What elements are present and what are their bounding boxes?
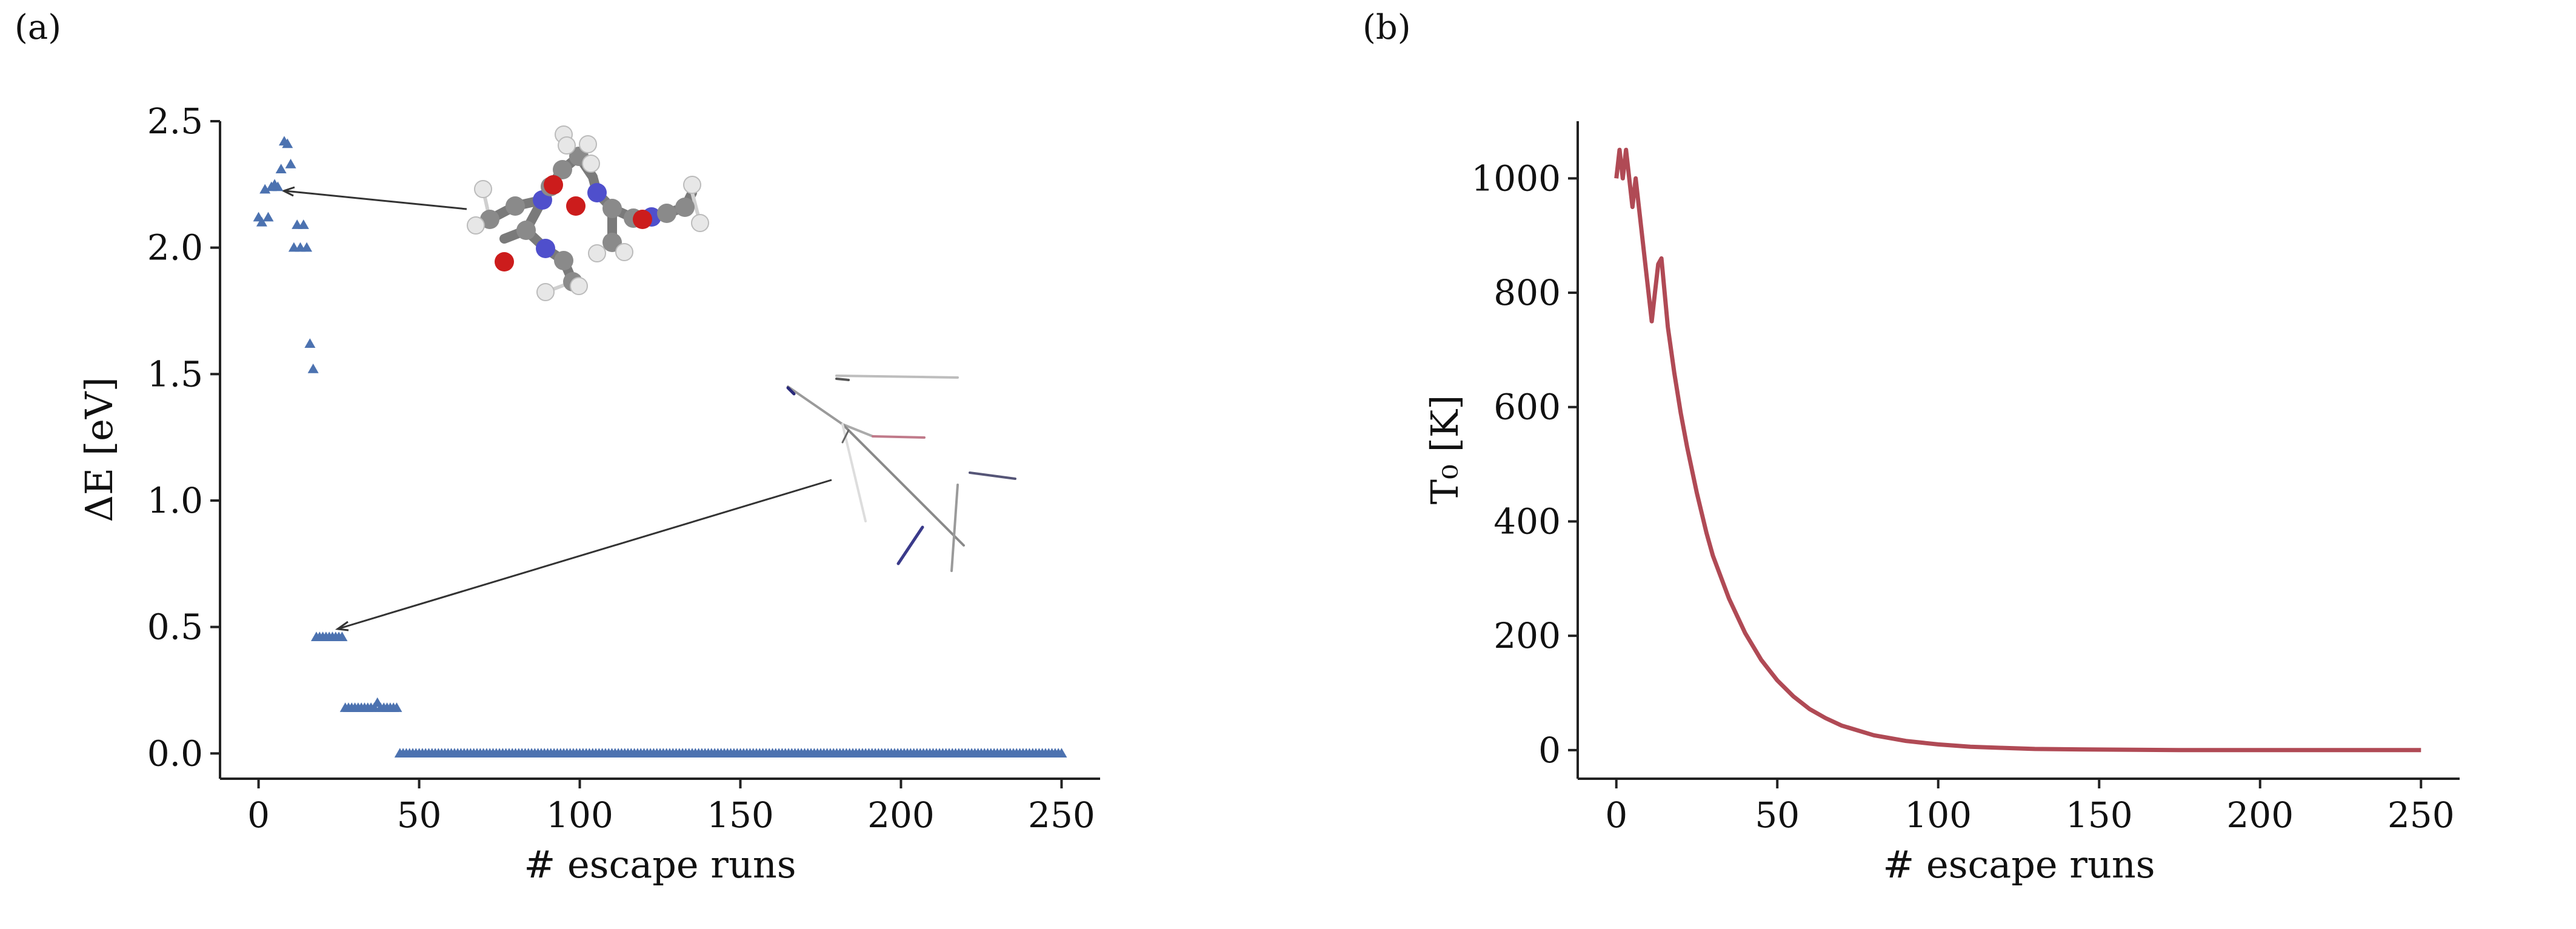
b-x-tick-label: 200: [2226, 794, 2294, 836]
panel-b-plot: 0 50 100 150 200 250 0 200 400 600 800 1000 # esca…: [1423, 121, 2460, 887]
a-x-tick-label: 0: [247, 794, 270, 836]
a-x-tick-label: 100: [546, 794, 613, 836]
a-y-axis-label: ΔE [eV]: [77, 377, 121, 522]
a-y-tick-label: 1.5: [147, 353, 203, 395]
a-y-tick-label: 1.0: [147, 480, 203, 521]
a-data-points: [253, 136, 1067, 758]
a-y-tick-label: 0.5: [147, 607, 203, 648]
b-y-tick-label: 200: [1493, 615, 1561, 656]
data-point: [272, 181, 284, 191]
data-point: [298, 219, 309, 229]
arrow-to-high-energy: [284, 190, 467, 210]
b-x-tick-label: 0: [1605, 794, 1627, 836]
arrow-head-1: [281, 186, 295, 197]
data-point: [256, 216, 267, 227]
b-y-tick-label: 800: [1493, 272, 1561, 313]
faint-structure-image: [786, 375, 1016, 572]
a-x-tick-label: 150: [707, 794, 774, 836]
data-point: [262, 211, 274, 222]
b-x-axis-label: # escape runs: [1883, 842, 2155, 887]
arrow-to-low-energy: [339, 479, 832, 630]
data-point: [259, 184, 271, 194]
b-y-tick-label: 600: [1493, 387, 1561, 428]
a-x-tick-label: 200: [867, 794, 935, 836]
panel-b-label: (b): [1363, 8, 1411, 47]
a-x-tick-label: 50: [397, 794, 442, 836]
b-y-tick-label: 0: [1538, 730, 1561, 771]
data-point: [282, 138, 293, 148]
data-point: [391, 702, 402, 712]
arrow-head-2: [335, 621, 349, 631]
panel-a-plot: 0 50 100 150 200 250 0.0 0.5 1.0 1.5 2.0 2.5 # esc…: [77, 101, 1100, 887]
temperature-line: [1614, 147, 2421, 753]
a-x-ticks: 0 50 100 150 200 250: [247, 779, 1095, 836]
b-y-tick-label: 400: [1493, 501, 1561, 542]
b-x-tick-label: 50: [1755, 794, 1800, 836]
b-x-tick-label: 100: [1904, 794, 1972, 836]
b-x-tick-label: 150: [2066, 794, 2133, 836]
b-y-ticks: 0 200 400 600 800 1000: [1471, 158, 1578, 771]
data-point: [301, 242, 313, 252]
data-point: [1056, 748, 1067, 758]
a-y-tick-label: 0.0: [147, 733, 203, 774]
panel-a-label: (a): [15, 8, 61, 47]
data-point: [275, 164, 287, 174]
a-x-axis-label: # escape runs: [524, 842, 796, 887]
data-point: [304, 338, 316, 348]
b-x-tick-label: 250: [2387, 794, 2455, 836]
a-y-tick-label: 2.0: [147, 227, 203, 268]
data-point: [285, 158, 296, 168]
a-y-tick-label: 2.5: [147, 101, 203, 142]
data-point: [307, 363, 319, 373]
b-y-tick-label: 1000: [1471, 158, 1561, 199]
annotation-arrows: [281, 186, 832, 631]
data-point: [336, 631, 348, 642]
a-x-tick-label: 250: [1028, 794, 1095, 836]
molecule-structure-image: [467, 125, 709, 301]
b-x-ticks: 0 50 100 150 200 250: [1605, 779, 2455, 836]
b-y-axis-label: T₀ [K]: [1423, 395, 1467, 505]
a-y-ticks: 0.0 0.5 1.0 1.5 2.0 2.5: [147, 101, 220, 774]
